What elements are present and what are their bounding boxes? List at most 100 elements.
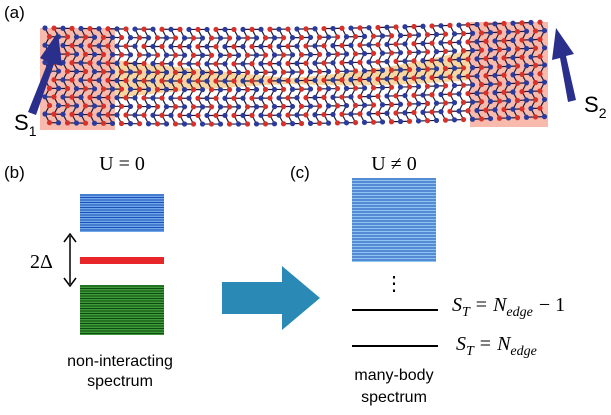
atom — [533, 114, 538, 119]
atom — [335, 69, 340, 74]
atom — [488, 47, 493, 52]
atom — [492, 38, 497, 43]
atom — [285, 44, 290, 49]
atom — [425, 32, 430, 37]
atom — [519, 20, 524, 25]
atom — [411, 93, 416, 98]
atom — [276, 95, 281, 100]
atom — [123, 95, 128, 100]
atom — [263, 35, 268, 40]
atom — [168, 61, 173, 66]
atom — [60, 112, 65, 117]
atom — [339, 112, 344, 117]
atom — [515, 81, 520, 86]
atom — [263, 121, 268, 126]
caption: non-interacting — [67, 353, 173, 370]
atom — [249, 96, 254, 101]
atom — [533, 46, 538, 51]
atom — [213, 61, 218, 66]
atom — [497, 98, 502, 103]
atom — [254, 53, 259, 58]
atom — [146, 87, 151, 92]
atom — [357, 42, 362, 47]
atom — [506, 64, 511, 69]
atom — [132, 112, 137, 117]
atom — [438, 40, 443, 45]
atom — [42, 43, 47, 48]
atom — [375, 76, 380, 81]
atom — [506, 29, 511, 34]
atom — [452, 66, 457, 71]
gap-level — [80, 257, 164, 264]
atom — [164, 104, 169, 109]
subscript: edge — [510, 344, 536, 359]
atom — [96, 60, 101, 65]
atom — [65, 120, 70, 125]
atom — [42, 94, 47, 99]
atom — [393, 93, 398, 98]
atom — [83, 86, 88, 91]
atom — [515, 115, 520, 120]
atom — [389, 119, 394, 124]
atom — [443, 118, 448, 123]
nanotube — [40, 20, 548, 130]
atom — [213, 113, 218, 118]
figure: (a) S1 S2 (b) U = 0 2Δ non-interacting s… — [0, 0, 611, 415]
atom — [429, 109, 434, 114]
atom — [425, 84, 430, 89]
atom — [402, 24, 407, 29]
atom — [78, 77, 83, 82]
atom — [56, 120, 61, 125]
atom — [254, 70, 259, 75]
atom — [393, 59, 398, 64]
atom — [402, 110, 407, 115]
atom — [155, 87, 160, 92]
caption: spectrum — [87, 373, 153, 390]
atom — [429, 58, 434, 63]
atom — [60, 77, 65, 82]
atom — [339, 26, 344, 31]
atom — [483, 22, 488, 27]
atom — [537, 106, 542, 111]
atom — [168, 113, 173, 118]
atom — [114, 78, 119, 83]
atom — [456, 74, 461, 79]
atom — [105, 61, 110, 66]
atom — [281, 121, 286, 126]
atom — [272, 121, 277, 126]
atom — [348, 111, 353, 116]
atom — [434, 66, 439, 71]
atom — [87, 60, 92, 65]
atom — [393, 76, 398, 81]
atom — [254, 104, 259, 109]
atom — [78, 60, 83, 65]
spin-symbol: S — [14, 110, 29, 135]
atom — [272, 70, 277, 75]
atom — [83, 69, 88, 74]
atom — [434, 118, 439, 123]
atom — [204, 113, 209, 118]
atom — [389, 102, 394, 107]
atom — [447, 109, 452, 114]
atom — [128, 104, 133, 109]
atom — [524, 80, 529, 85]
atom — [312, 26, 317, 31]
atom — [209, 121, 214, 126]
atom — [227, 104, 232, 109]
atom — [101, 104, 106, 109]
atom — [173, 70, 178, 75]
spin-index: 1 — [29, 123, 37, 139]
atom — [137, 87, 142, 92]
atom — [465, 74, 470, 79]
atom — [182, 35, 187, 40]
atom — [317, 103, 322, 108]
atom — [470, 31, 475, 36]
atom — [110, 104, 115, 109]
atom — [510, 21, 515, 26]
atom — [110, 52, 115, 57]
atom — [258, 96, 263, 101]
atom — [447, 92, 452, 97]
atom — [141, 78, 146, 83]
atom — [222, 96, 227, 101]
atom — [488, 82, 493, 87]
